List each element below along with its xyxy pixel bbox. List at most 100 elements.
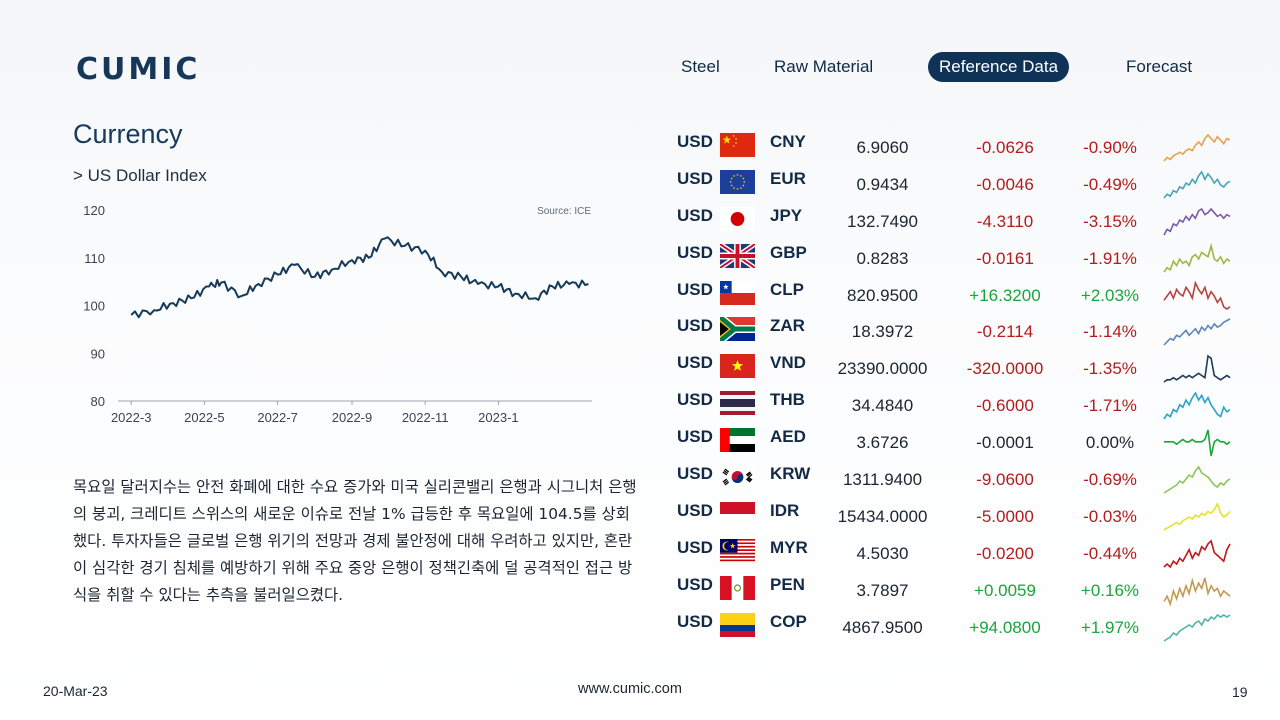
sparkline-series <box>1163 242 1231 273</box>
page-number: 19 <box>1232 684 1248 700</box>
footer-date: 20-Mar-23 <box>43 683 108 699</box>
sparkline-chart <box>1163 280 1231 310</box>
sparkline-chart <box>1163 391 1231 420</box>
sparkline-chart <box>1163 577 1231 607</box>
exchange-rate: 15434.0000 <box>837 506 928 526</box>
top-nav: Steel Raw Material Reference Data Foreca… <box>660 52 1220 82</box>
rate-change: -0.0161 <box>976 248 1034 268</box>
pe-flag-icon <box>720 575 755 600</box>
sparkline-series <box>1163 501 1231 531</box>
currency-row-thb: USD THB 34.4840 -0.6000 -1.71% <box>670 386 1250 423</box>
y-tick-label: 120 <box>83 203 105 218</box>
rate-change-percent: -1.14% <box>1083 322 1137 342</box>
th-flag-icon <box>720 391 755 416</box>
footer-website[interactable]: www.cumic.com <box>578 681 682 697</box>
rate-change: -320.0000 <box>966 359 1044 379</box>
rate-change: -0.0001 <box>976 433 1034 453</box>
rate-change: -0.2114 <box>976 322 1034 342</box>
jp-flag-icon <box>720 206 755 231</box>
base-currency: USD <box>677 316 713 336</box>
rate-change: -0.6000 <box>976 396 1034 416</box>
exchange-rate: 4867.9500 <box>842 617 923 637</box>
vn-flag-icon <box>720 354 755 379</box>
cl-flag-icon <box>720 280 755 305</box>
x-tick-label: 2023-1 <box>478 410 518 425</box>
kr-flag-icon <box>720 465 755 490</box>
rate-change: +94.0800 <box>969 617 1041 637</box>
ae-flag-icon <box>720 428 755 453</box>
sparkline-series <box>1163 170 1231 199</box>
base-currency: USD <box>677 500 713 520</box>
sparkline-series <box>1163 539 1231 569</box>
x-tick-label: 2022-7 <box>257 410 297 425</box>
exchange-rate: 3.6726 <box>856 433 909 453</box>
quote-currency: EUR <box>770 168 806 188</box>
currency-row-idr: USD IDR 15434.0000 -5.0000 -0.03% <box>670 497 1250 534</box>
us-dollar-index-chart: 120 110 100 90 80 2022-3 2022-5 2022-7 2022-9 202… <box>83 203 592 425</box>
exchange-rate: 23390.0000 <box>837 359 928 379</box>
rate-change: +0.0059 <box>974 580 1036 600</box>
quote-currency: KRW <box>770 464 811 484</box>
page-subtitle: > US Dollar Index <box>73 166 207 185</box>
nav-steel[interactable]: Steel <box>681 57 720 76</box>
rate-change: -0.0200 <box>976 543 1034 563</box>
quote-currency: CNY <box>770 132 806 151</box>
eu-flag-icon <box>720 169 755 194</box>
rate-change-percent: -0.03% <box>1083 506 1137 526</box>
nav-raw-material[interactable]: Raw Material <box>774 57 874 76</box>
sparkline-series <box>1163 613 1231 642</box>
sparkline-chart <box>1163 465 1231 494</box>
currency-row-krw: USD KRW 1311.9400 -9.0600 -0.69% <box>670 460 1250 497</box>
currency-row-jpy: USD JPY 132.7490 -4.3110 -3.15% <box>670 202 1250 239</box>
sparkline-series <box>1163 354 1231 383</box>
rate-change-percent: -0.44% <box>1083 543 1137 563</box>
rate-change-percent: +2.03% <box>1080 285 1140 305</box>
rate-change: -0.0626 <box>976 138 1034 157</box>
sparkline-series <box>1164 429 1231 457</box>
quote-currency: CLP <box>770 279 804 299</box>
sparkline-chart <box>1163 133 1231 162</box>
quote-currency: JPY <box>770 205 803 225</box>
rate-change: -9.0600 <box>976 470 1034 490</box>
nav-reference-data[interactable]: Reference Data <box>928 52 1070 82</box>
rate-change: -0.0046 <box>976 174 1034 194</box>
currency-row-zar: USD ZAR 18.3972 -0.2114 -1.14% <box>670 312 1250 349</box>
currency-row-gbp: USD GBP 0.8283 -0.0161 -1.91% <box>670 239 1250 276</box>
base-currency: USD <box>677 574 713 594</box>
sparkline-chart <box>1163 207 1231 236</box>
rate-change: -4.3110 <box>976 211 1034 231</box>
base-currency: USD <box>677 390 713 410</box>
sparkline-series <box>1163 465 1231 494</box>
sparkline-chart <box>1163 613 1231 642</box>
exchange-rate: 0.8283 <box>856 248 909 268</box>
base-currency: USD <box>677 464 713 484</box>
sparkline-series <box>1163 207 1231 236</box>
my-flag-icon <box>720 538 755 563</box>
y-tick-label: 80 <box>91 394 105 409</box>
exchange-rate: 18.3972 <box>851 322 914 342</box>
sparkline-chart <box>1163 354 1231 383</box>
sparkline-series <box>1163 280 1231 310</box>
x-tick-label: 2022-3 <box>111 410 151 425</box>
base-currency: USD <box>677 279 713 299</box>
rate-change-percent: +1.97% <box>1080 617 1140 637</box>
quote-currency: ZAR <box>770 316 805 336</box>
sparkline-chart <box>1163 170 1231 199</box>
currency-row-aed: USD AED 3.6726 -0.0001 0.00% <box>670 423 1250 460</box>
currency-row-eur: USD EUR 0.9434 -0.0046 -0.49% <box>670 165 1250 202</box>
currency-table: USD CNY 6.9060 -0.0626 -0.90% USD EUR 0.… <box>670 128 1250 644</box>
base-currency: USD <box>677 427 713 447</box>
y-tick-label: 100 <box>83 299 105 314</box>
quote-currency: MYR <box>770 537 808 557</box>
rate-change-percent: -0.49% <box>1083 174 1137 194</box>
nav-forecast[interactable]: Forecast <box>1126 57 1193 76</box>
exchange-rate: 132.7490 <box>847 211 918 231</box>
currency-row-cop: USD COP 4867.9500 +94.0800 +1.97% <box>670 608 1250 645</box>
quote-currency: IDR <box>770 500 800 520</box>
co-flag-icon <box>720 612 755 637</box>
quote-currency: PEN <box>770 574 805 594</box>
rate-change-percent: -0.90% <box>1083 138 1137 157</box>
exchange-rate: 3.7897 <box>856 580 909 600</box>
sparkline-chart <box>1163 501 1231 531</box>
exchange-rate: 0.9434 <box>856 174 909 194</box>
